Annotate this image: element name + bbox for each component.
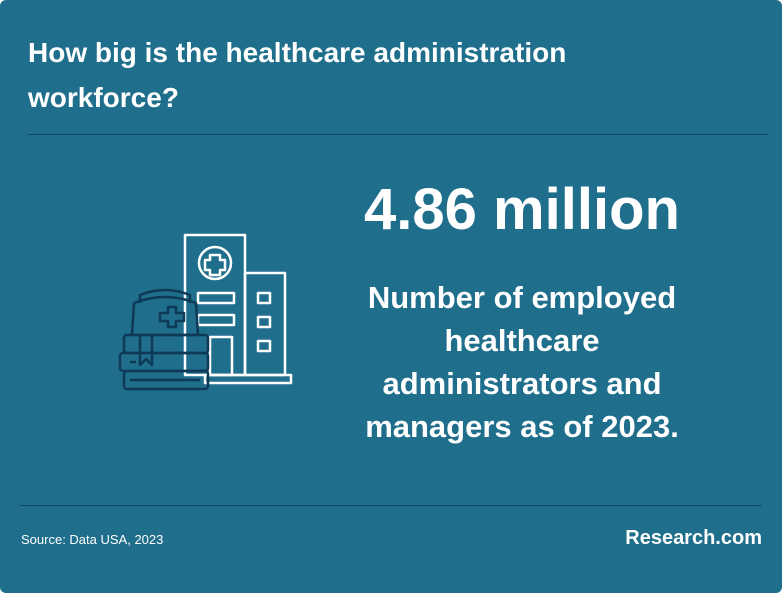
divider: [28, 134, 768, 135]
stat-description: Number of employed healthcare administra…: [365, 280, 679, 444]
brand-logo: Research.com: [625, 527, 762, 549]
title: How big is the healthcare administration…: [28, 37, 567, 113]
hospital-icon: [118, 233, 293, 391]
source: Source: Data USA, 2023: [21, 532, 164, 547]
divider: [20, 505, 762, 506]
stat-value: 4.86 million: [364, 177, 680, 242]
